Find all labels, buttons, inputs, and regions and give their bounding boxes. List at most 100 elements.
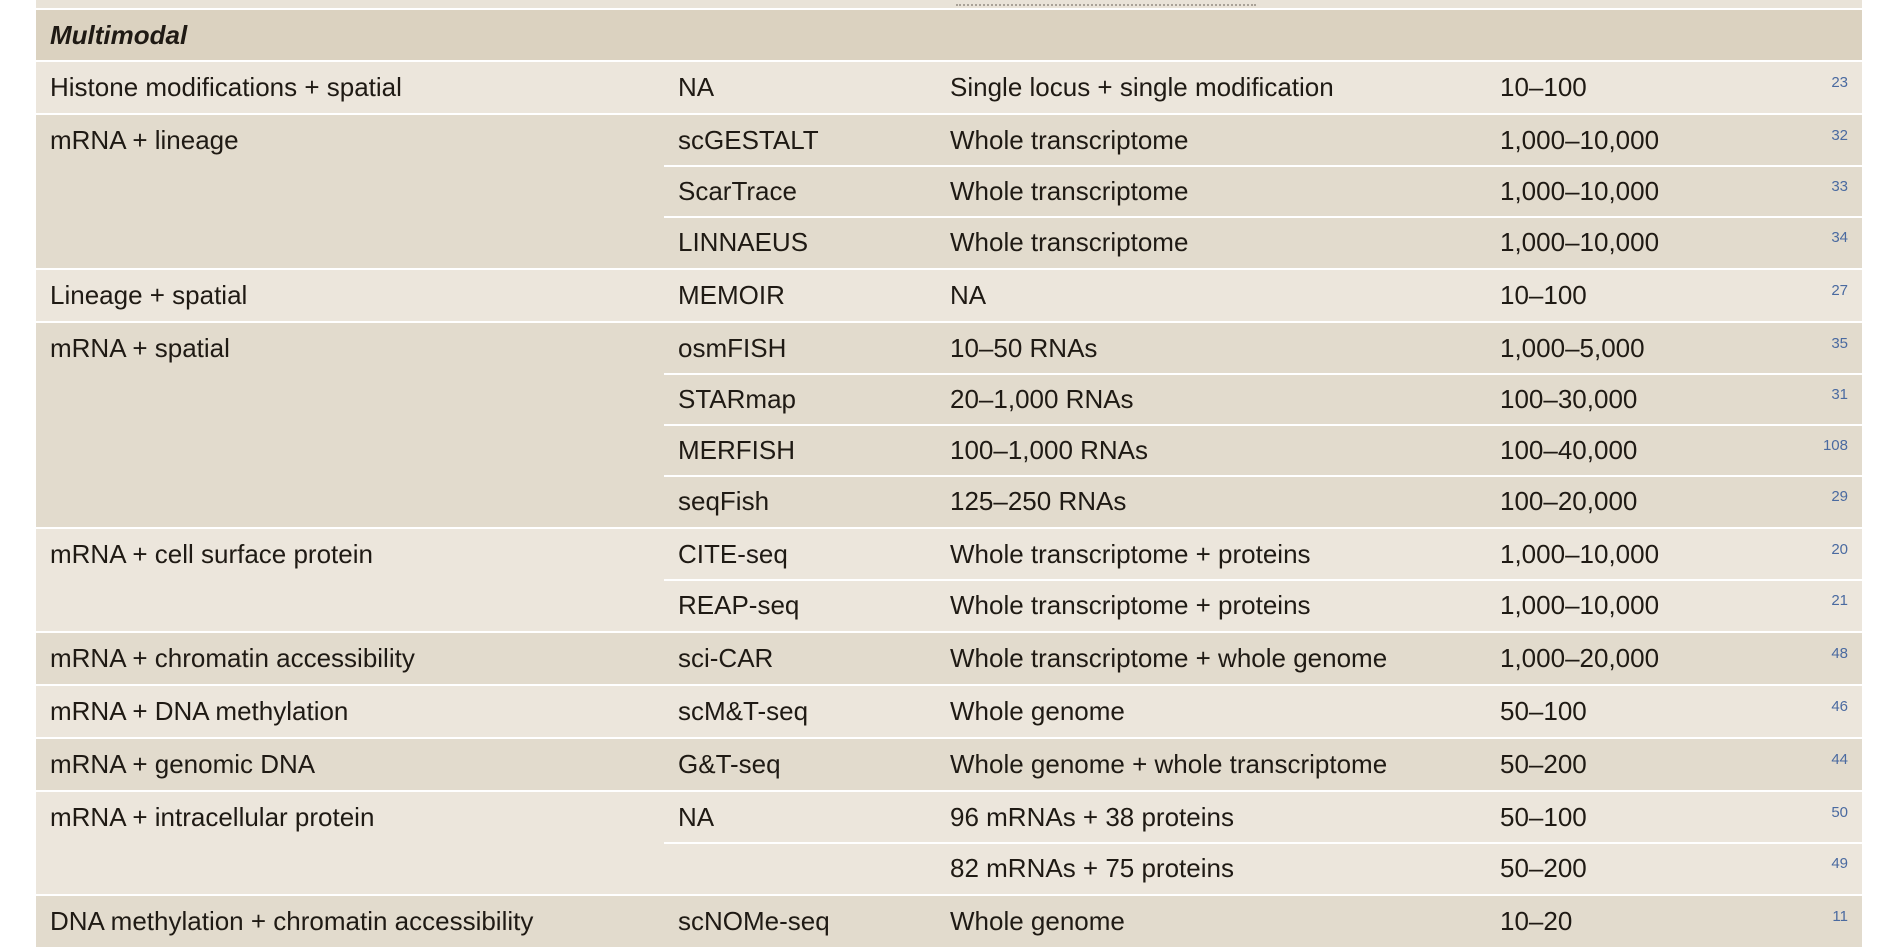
section-title: Multimodal bbox=[50, 19, 188, 50]
row-group: mRNA + DNA methylation scM&T-seq Whole gen… bbox=[36, 684, 1862, 737]
table-row: scGESTALT Whole transcriptome 1,000–10,000… bbox=[36, 115, 1862, 166]
row-group: mRNA + intracellular protein NA 96 mRNAs +… bbox=[36, 790, 1862, 894]
method-cell: MEMOIR bbox=[678, 280, 785, 310]
method-cell: NA bbox=[678, 802, 715, 832]
data-type-cell: Histone modifications + spatial bbox=[50, 72, 402, 102]
features-cell: Whole transcriptome bbox=[950, 125, 1189, 155]
table-row: G&T-seq Whole genome + whole transcriptom… bbox=[36, 739, 1862, 790]
row-group: mRNA + genomic DNA G&T-seq Whole genome + … bbox=[36, 737, 1862, 790]
method-cell: scM&T-seq bbox=[678, 696, 809, 726]
data-type-cell: DNA methylation + chromatin accessibilit… bbox=[50, 906, 534, 936]
cell-count-cell: 50–200 bbox=[1500, 853, 1587, 883]
table-row: scNOMe-seq Whole genome 10–20 11 bbox=[36, 896, 1862, 947]
method-cell: NA bbox=[678, 72, 715, 102]
row-group: mRNA + lineage scGESTALT Whole transcripto… bbox=[36, 113, 1862, 268]
reference-link[interactable]: 48 bbox=[1831, 645, 1848, 662]
data-type-cell: mRNA + chromatin accessibility bbox=[50, 643, 415, 673]
method-cell: LINNAEUS bbox=[678, 227, 809, 257]
cell-count-cell: 100–40,000 bbox=[1500, 435, 1638, 465]
method-cell: REAP-seq bbox=[678, 590, 800, 620]
table-row: scM&T-seq Whole genome 50–100 46 bbox=[36, 686, 1862, 737]
features-cell: Whole genome + whole transcriptome bbox=[950, 749, 1388, 779]
method-cell: G&T-seq bbox=[678, 749, 781, 779]
reference-link[interactable]: 44 bbox=[1831, 751, 1848, 768]
reference-link[interactable]: 49 bbox=[1831, 855, 1848, 872]
features-cell: 96 mRNAs + 38 proteins bbox=[950, 802, 1234, 832]
reference-link[interactable]: 33 bbox=[1831, 178, 1848, 195]
data-type-cell: mRNA + spatial bbox=[50, 333, 230, 363]
features-cell: Whole genome bbox=[950, 906, 1125, 936]
table-row: REAP-seq Whole transcriptome + proteins 1,… bbox=[36, 579, 1862, 631]
reference-link[interactable]: 29 bbox=[1831, 488, 1848, 505]
features-cell: Whole transcriptome + proteins bbox=[950, 539, 1311, 569]
reference-link[interactable]: 20 bbox=[1831, 541, 1848, 558]
cell-count-cell: 50–200 bbox=[1500, 749, 1587, 779]
table-row: sci-CAR Whole transcriptome + whole genom… bbox=[36, 633, 1862, 684]
cell-count-cell: 1,000–10,000 bbox=[1500, 590, 1660, 620]
features-cell: Whole genome bbox=[950, 696, 1125, 726]
method-cell: CITE-seq bbox=[678, 539, 788, 569]
table-row: LINNAEUS Whole transcriptome 1,000–10,000 3… bbox=[36, 216, 1862, 268]
features-cell: 10–50 RNAs bbox=[950, 333, 1098, 363]
reference-link[interactable]: 108 bbox=[1822, 437, 1848, 454]
reference-link[interactable]: 46 bbox=[1831, 698, 1848, 715]
cell-count-cell: 10–100 bbox=[1500, 72, 1587, 102]
cell-count-cell: 1,000–10,000 bbox=[1500, 539, 1660, 569]
reference-link[interactable]: 50 bbox=[1831, 804, 1848, 821]
reference-link[interactable]: 11 bbox=[1832, 908, 1848, 925]
features-cell: 20–1,000 RNAs bbox=[950, 384, 1134, 414]
cell-count-cell: 10–100 bbox=[1500, 280, 1587, 310]
features-cell: Single locus + single modification bbox=[950, 72, 1334, 102]
method-cell: scNOMe-seq bbox=[678, 906, 830, 936]
reference-link[interactable]: 32 bbox=[1831, 127, 1848, 144]
table-body: Histone modifications + spatial NA Single … bbox=[36, 60, 1862, 947]
cell-count-cell: 1,000–10,000 bbox=[1500, 125, 1660, 155]
method-cell: MERFISH bbox=[678, 435, 795, 465]
cell-count-cell: 1,000–5,000 bbox=[1500, 333, 1645, 363]
row-group: mRNA + cell surface protein CITE-seq Whole… bbox=[36, 527, 1862, 631]
reference-link[interactable]: 27 bbox=[1831, 282, 1848, 299]
data-type-cell: mRNA + DNA methylation bbox=[50, 696, 349, 726]
row-group: DNA methylation + chromatin accessibilit… bbox=[36, 894, 1862, 947]
cell-count-cell: 50–100 bbox=[1500, 802, 1587, 832]
method-cell: STARmap bbox=[678, 384, 796, 414]
section-header: Multimodal bbox=[36, 8, 1862, 60]
multimodal-table: Multimodal Histone modifications + spati… bbox=[36, 0, 1862, 947]
table-row: MEMOIR NA 10–100 27 bbox=[36, 270, 1862, 321]
method-cell: scGESTALT bbox=[678, 125, 819, 155]
table-row: seqFish 125–250 RNAs 100–20,000 29 bbox=[36, 475, 1862, 527]
features-cell: Whole transcriptome bbox=[950, 176, 1189, 206]
method-cell: seqFish bbox=[678, 486, 770, 516]
cell-count-cell: 1,000–10,000 bbox=[1500, 227, 1660, 257]
table-row: CITE-seq Whole transcriptome + proteins 1,… bbox=[36, 529, 1862, 580]
table-row: STARmap 20–1,000 RNAs 100–30,000 31 bbox=[36, 373, 1862, 425]
row-group: mRNA + chromatin accessibility sci-CAR Who… bbox=[36, 631, 1862, 684]
cell-count-cell: 50–100 bbox=[1500, 696, 1587, 726]
features-cell: Whole transcriptome + whole genome bbox=[950, 643, 1388, 673]
data-type-cell: mRNA + lineage bbox=[50, 125, 239, 155]
reference-link[interactable]: 23 bbox=[1831, 74, 1848, 91]
features-cell: 125–250 RNAs bbox=[950, 486, 1127, 516]
reference-link[interactable]: 35 bbox=[1831, 335, 1848, 352]
reference-link[interactable]: 34 bbox=[1831, 229, 1848, 246]
cell-count-cell: 100–30,000 bbox=[1500, 384, 1638, 414]
row-group: Histone modifications + spatial NA Single … bbox=[36, 60, 1862, 113]
table-row: ScarTrace Whole transcriptome 1,000–10,000… bbox=[36, 165, 1862, 217]
reference-link[interactable]: 31 bbox=[1831, 386, 1848, 403]
features-cell: 82 mRNAs + 75 proteins bbox=[950, 853, 1234, 883]
cell-count-cell: 100–20,000 bbox=[1500, 486, 1638, 516]
row-group: mRNA + spatial osmFISH 10–50 RNAs 1,000–5,0… bbox=[36, 321, 1862, 527]
previous-section-edge bbox=[36, 0, 1862, 8]
cell-count-cell: 10–20 bbox=[1500, 906, 1573, 936]
cell-count-cell: 1,000–20,000 bbox=[1500, 643, 1660, 673]
table-row: MERFISH 100–1,000 RNAs 100–40,000 108 bbox=[36, 424, 1862, 476]
table-row: 82 mRNAs + 75 proteins 50–200 49 bbox=[36, 842, 1862, 894]
features-cell: Whole transcriptome + proteins bbox=[950, 590, 1311, 620]
reference-link[interactable]: 21 bbox=[1831, 592, 1848, 609]
features-cell: Whole transcriptome bbox=[950, 227, 1189, 257]
data-type-cell: mRNA + genomic DNA bbox=[50, 749, 316, 779]
data-type-cell: Lineage + spatial bbox=[50, 280, 248, 310]
data-type-cell: mRNA + cell surface protein bbox=[50, 539, 373, 569]
features-cell: NA bbox=[950, 280, 987, 310]
table-row: NA 96 mRNAs + 38 proteins 50–100 50 bbox=[36, 792, 1862, 843]
